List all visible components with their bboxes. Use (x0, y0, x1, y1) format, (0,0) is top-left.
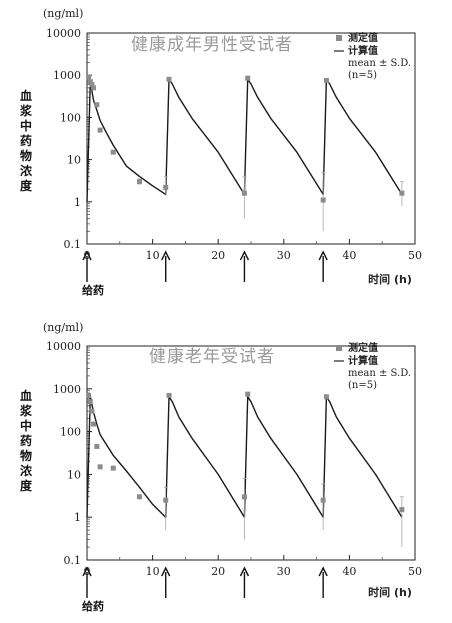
y-tick-label: 0.1 (64, 554, 82, 567)
legend-label-errorbar: mean ± S.D. (348, 368, 411, 379)
data-point-observed (87, 79, 93, 85)
data-point-observed (136, 179, 142, 185)
x-tick-label: 10 (146, 565, 160, 578)
x-tick-label: 30 (277, 565, 291, 578)
data-point-observed (166, 392, 172, 398)
dose-arrow-head (82, 566, 92, 577)
y-tick-label: 1000 (53, 383, 81, 396)
data-point-observed (136, 494, 142, 500)
y-unit-label: (ng/ml) (43, 321, 83, 334)
y-tick-label: 1 (74, 196, 81, 209)
y-tick-label: 10 (67, 468, 81, 481)
dose-label: 给药 (82, 599, 104, 613)
data-point-observed (399, 190, 405, 196)
chart-panel-adult-male: 0.1 1 10 100 1000 10000 0 10 20 30 40 50 (ng/ml) 血浆中药… (19, 7, 422, 297)
x-tick-label: 30 (277, 249, 291, 262)
data-point-observed (91, 85, 97, 91)
x-tick-label: 10 (146, 249, 160, 262)
data-point-observed (163, 497, 169, 503)
data-point-observed (163, 184, 169, 190)
data-point-observed (110, 149, 116, 155)
x-axis-label: 时间 (h) (368, 272, 412, 286)
data-point-observed (89, 408, 95, 414)
dose-arrow-head (161, 250, 171, 261)
data-point-observed (245, 391, 251, 397)
data-point-observed (86, 392, 92, 398)
data-point-observed (399, 507, 405, 513)
y-tick-label: 1000 (53, 69, 81, 82)
data-point-observed (94, 102, 100, 108)
dose-arrow-head (318, 250, 328, 261)
x-tick-label: 40 (342, 565, 356, 578)
data-point-observed (241, 494, 247, 500)
x-tick-label: 50 (408, 565, 422, 578)
data-point-observed (97, 464, 103, 470)
legend-label-predicted: 计算值 (348, 354, 378, 367)
dose-arrow-head (239, 250, 250, 261)
y-axis-label: 血浆中药物浓度 (19, 388, 33, 493)
x-tick-label: 0 (84, 249, 91, 262)
legend-marker-observed (336, 35, 342, 41)
legend-label-errorbar: mean ± S.D. (348, 58, 411, 69)
dose-arrow-head (161, 566, 171, 577)
dose-arrow-head (239, 566, 250, 577)
data-point-observed (323, 77, 329, 83)
data-point-observed (89, 82, 95, 88)
legend-label-predicted: 计算值 (348, 44, 378, 57)
legend-marker-observed (336, 345, 342, 351)
legend-label-observed: 测定值 (348, 31, 378, 44)
dose-arrow-head (318, 566, 328, 577)
x-tick-label: 40 (342, 249, 356, 262)
data-point-observed (245, 75, 251, 81)
legend-label-n: (n=5) (348, 380, 377, 391)
data-point-observed (320, 197, 326, 203)
data-point-observed (94, 443, 100, 449)
y-tick-label: 100 (60, 426, 81, 439)
chart-panel-elderly: 0.1 1 10 100 1000 10000 0 10 20 30 40 50 (ng/ml) 血浆中药… (19, 321, 422, 613)
y-tick-label: 10000 (46, 340, 81, 353)
x-axis-label: 时间 (h) (368, 585, 412, 599)
data-point-observed (86, 74, 92, 80)
chart-title: 健康成年男性受试者 (131, 35, 293, 55)
data-point-observed (241, 190, 247, 196)
x-tick-label: 20 (211, 249, 225, 262)
dose-arrow-head (82, 250, 92, 261)
data-point-observed (323, 394, 329, 400)
x-tick-label: 20 (211, 565, 225, 578)
y-axis-label: 血浆中药物浓度 (19, 88, 33, 193)
y-tick-label: 0.1 (64, 238, 82, 251)
legend-label-observed: 测定值 (348, 341, 378, 354)
legend-label-n: (n=5) (348, 70, 377, 81)
data-point-observed (110, 465, 116, 471)
chart-title: 健康老年受试者 (149, 347, 275, 367)
data-point-observed (87, 399, 93, 405)
y-tick-label: 10000 (46, 27, 81, 40)
y-unit-label: (ng/ml) (43, 7, 83, 20)
y-tick-label: 1 (74, 511, 81, 524)
data-point-observed (320, 497, 326, 503)
data-point-observed (97, 127, 103, 133)
data-point-observed (166, 76, 172, 82)
y-tick-label: 100 (60, 111, 81, 124)
y-tick-label: 10 (67, 154, 81, 167)
data-point-observed (91, 421, 97, 427)
dose-label: 给药 (82, 283, 104, 297)
x-tick-label: 0 (84, 565, 91, 578)
x-tick-label: 50 (408, 249, 422, 262)
